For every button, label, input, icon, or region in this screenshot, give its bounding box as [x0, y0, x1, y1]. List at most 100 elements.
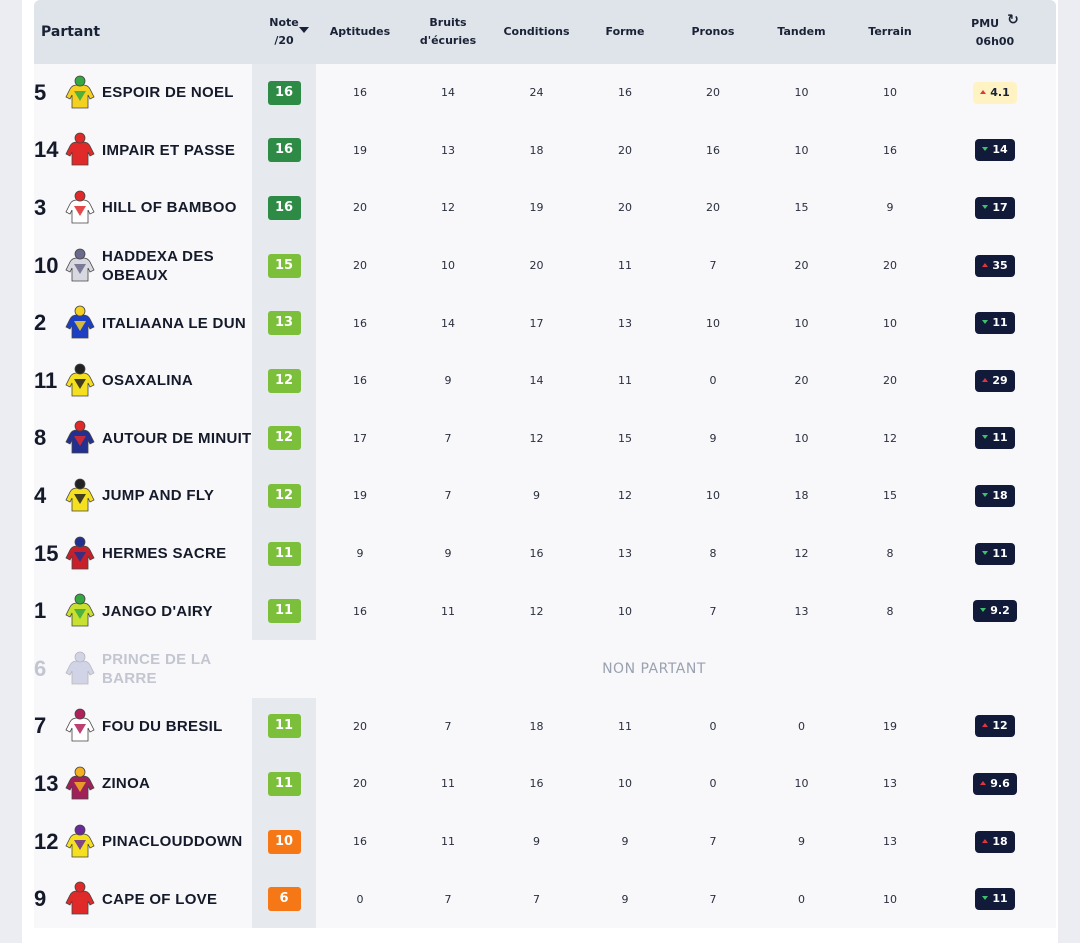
- runner-number: 1: [34, 598, 47, 624]
- table-row[interactable]: 14 IMPAIR ET PASSE 16 19 13 18 20 16 10 16 14: [34, 121, 1056, 180]
- pmu-odds-badge[interactable]: 11: [975, 542, 1015, 565]
- col-pronos[interactable]: Pronos: [691, 25, 735, 38]
- horse-name[interactable]: FOU DU BRESIL: [102, 717, 223, 735]
- horse-name[interactable]: HADDEXA DES OBEAUX: [102, 247, 214, 284]
- note-badge: 15: [267, 253, 301, 278]
- pmu-odds-badge[interactable]: 29: [975, 369, 1015, 392]
- horse-name[interactable]: ITALIAANA LE DUN: [102, 314, 246, 332]
- partant-cell: 14 IMPAIR ET PASSE: [34, 122, 252, 180]
- conditions-value: 17: [529, 316, 544, 330]
- horse-name[interactable]: IMPAIR ET PASSE: [102, 141, 236, 159]
- col-pmu[interactable]: PMU ↻ 06h00: [971, 11, 1019, 48]
- pmu-odds-badge[interactable]: 11: [975, 427, 1015, 450]
- table-row[interactable]: 9 CAPE OF LOVE 6 0 7 7 9 7 0 10 11: [34, 870, 1056, 928]
- horse-name[interactable]: ESPOIR DE NOEL: [102, 84, 234, 102]
- arrow-up-icon: [982, 262, 989, 267]
- horse-name[interactable]: OSAXALINA: [102, 372, 194, 390]
- table-row[interactable]: 5 ESPOIR DE NOEL 16 16 14 24 16 20 10 10 4.1: [34, 64, 1056, 122]
- forme-value: 11: [618, 374, 632, 388]
- bruits-value: 7: [444, 892, 452, 906]
- jockey-silk-icon: [64, 190, 96, 226]
- note-badge: 12: [267, 483, 301, 508]
- terrain-value: 13: [883, 835, 897, 849]
- horse-name[interactable]: PINACLOUDDOWN: [102, 833, 243, 851]
- col-tandem[interactable]: Tandem: [777, 25, 826, 38]
- conditions-value: 12: [529, 604, 544, 618]
- runner-number: 15: [34, 540, 59, 566]
- partant-cell: 5 ESPOIR DE NOEL: [34, 64, 252, 122]
- pmu-odds-badge[interactable]: 11: [975, 888, 1015, 911]
- jockey-silk-icon: [64, 651, 96, 687]
- pronos-value: 0: [709, 374, 717, 388]
- table-row[interactable]: 13 ZINOA 11 20 11 16 10 0 10 13 9.6: [34, 755, 1056, 813]
- table-row[interactable]: 1 JANGO D'AIRY 11 16 11 12 10 7 13 8 9.2: [34, 582, 1056, 640]
- note-cell: 12: [252, 351, 316, 410]
- runner-number: 5: [34, 79, 47, 105]
- table-row[interactable]: 11 OSAXALINA 12 16 9 14 11 0 20 20 29: [34, 351, 1056, 410]
- pmu-odds-badge[interactable]: 9.2: [973, 600, 1017, 623]
- sort-desc-icon[interactable]: [299, 27, 309, 33]
- note-cell: 12: [252, 467, 316, 525]
- bruits-value: 11: [441, 835, 455, 849]
- col-note[interactable]: Note/20: [252, 0, 316, 64]
- jockey-silk-icon: [64, 363, 96, 399]
- table-row[interactable]: 8 AUTOUR DE MINUIT 12 17 7 12 15 9 10 12 11: [34, 409, 1056, 468]
- pmu-odds-badge[interactable]: 17: [975, 196, 1015, 219]
- horse-name[interactable]: HILL OF BAMBOO: [102, 199, 237, 217]
- pmu-odds-badge[interactable]: 18: [975, 484, 1015, 507]
- note-cell: 12: [252, 409, 316, 468]
- pmu-odds-badge[interactable]: 35: [975, 254, 1015, 277]
- pmu-cell: 18: [934, 467, 1056, 525]
- terrain-value: 15: [883, 489, 897, 503]
- jockey-silk-icon: [64, 75, 96, 111]
- pmu-cell: 11: [934, 294, 1056, 352]
- table-row[interactable]: 4 JUMP AND FLY 12 19 7 9 12 10 18 15 18: [34, 467, 1056, 525]
- table-row[interactable]: 6 PRINCE DE LA BARRE NON PARTANT: [34, 639, 1056, 698]
- horse-name[interactable]: HERMES SACRE: [102, 545, 227, 563]
- forme-value: 12: [618, 489, 632, 503]
- col-bruits[interactable]: Bruits d'écuries: [419, 16, 477, 47]
- pmu-cell: 9.2: [934, 582, 1056, 640]
- forme-value: 20: [618, 201, 632, 215]
- pmu-odds-badge[interactable]: 4.1: [973, 81, 1017, 104]
- terrain-value: 20: [883, 259, 897, 273]
- pmu-odds-badge[interactable]: 11: [975, 312, 1015, 335]
- runner-number: 3: [34, 194, 47, 220]
- jockey-silk-icon: [64, 420, 96, 456]
- page-margin: [1068, 0, 1080, 943]
- pmu-cell: 35: [934, 237, 1056, 295]
- horse-name[interactable]: JUMP AND FLY: [102, 487, 215, 505]
- tandem-value: 10: [794, 143, 809, 157]
- col-forme[interactable]: Forme: [605, 25, 645, 38]
- col-partant[interactable]: Partant: [41, 24, 101, 40]
- table-row[interactable]: 12 PINACLOUDDOWN 10 16 11 9 9 7 9 13 18: [34, 812, 1056, 871]
- jockey-silk-icon: [64, 478, 96, 514]
- horse-name[interactable]: AUTOUR DE MINUIT: [102, 429, 252, 447]
- col-conditions[interactable]: Conditions: [503, 25, 570, 38]
- horse-name[interactable]: CAPE OF LOVE: [102, 890, 218, 908]
- note-badge: 6: [267, 887, 301, 912]
- pronos-value: 7: [709, 259, 717, 273]
- bruits-value: 13: [441, 143, 455, 157]
- horse-name[interactable]: JANGO D'AIRY: [102, 602, 213, 620]
- table-row[interactable]: 7 FOU DU BRESIL 11 20 7 18 11 0 0 19 12: [34, 697, 1056, 756]
- pmu-odds-badge[interactable]: 14: [975, 139, 1015, 162]
- table-row[interactable]: 3 HILL OF BAMBOO 16 20 12 19 20 20 15 9 17: [34, 179, 1056, 237]
- table-row[interactable]: 10 HADDEXA DES OBEAUX 15 20 10 20 11 7 20 20 35: [34, 236, 1056, 295]
- partant-cell: 12 PINACLOUDDOWN: [34, 813, 252, 871]
- note-cell: 10: [252, 812, 316, 871]
- col-aptitudes[interactable]: Aptitudes: [329, 25, 391, 38]
- tandem-value: 0: [798, 719, 805, 733]
- pmu-odds-badge[interactable]: 9.6: [973, 772, 1017, 795]
- pmu-odds-badge[interactable]: 18: [975, 830, 1015, 853]
- tandem-value: 20: [794, 374, 809, 388]
- col-terrain[interactable]: Terrain: [868, 25, 912, 38]
- runner-number: 13: [34, 770, 59, 796]
- note-badge: 11: [267, 541, 301, 566]
- refresh-icon[interactable]: ↻: [1007, 11, 1019, 28]
- pmu-odds-badge[interactable]: 12: [975, 715, 1015, 738]
- table-row[interactable]: 2 ITALIAANA LE DUN 13 16 14 17 13 10 10 10 11: [34, 294, 1056, 352]
- horse-name[interactable]: PRINCE DE LA BARRE: [102, 650, 212, 687]
- table-row[interactable]: 15 HERMES SACRE 11 9 9 16 13 8 12 8 11: [34, 524, 1056, 583]
- horse-name[interactable]: ZINOA: [102, 775, 151, 793]
